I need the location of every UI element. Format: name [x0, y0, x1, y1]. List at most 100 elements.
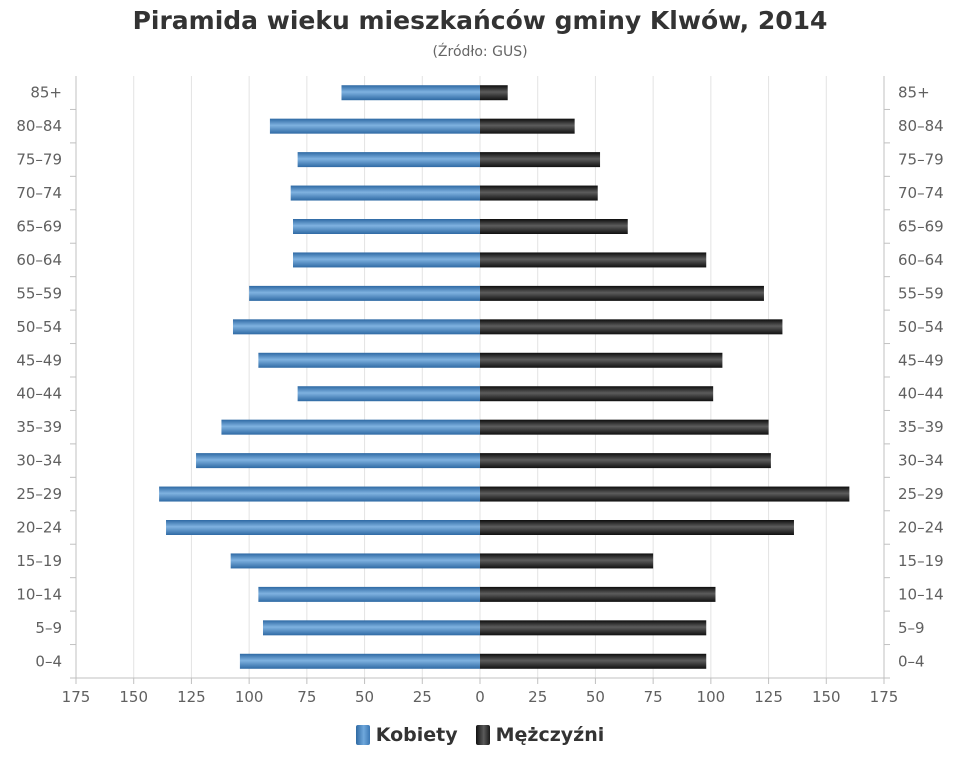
bar-mezczyzni[interactable]	[480, 553, 654, 569]
y-tick-label-left: 50–54	[16, 318, 62, 336]
bar-mezczyzni[interactable]	[480, 319, 783, 335]
y-tick-label-right: 85+	[898, 84, 930, 102]
y-tick-label-right: 45–49	[898, 351, 944, 369]
x-tick-label: 25	[413, 688, 432, 706]
bar-mezczyzni[interactable]	[480, 620, 707, 636]
y-tick-label-left: 25–29	[16, 485, 62, 503]
y-tick-label-left: 5–9	[35, 619, 62, 637]
y-tick-label-left: 30–34	[16, 452, 62, 470]
bar-mezczyzni[interactable]	[480, 219, 628, 234]
bar-kobiety[interactable]	[249, 285, 480, 301]
y-tick-label-left: 40–44	[16, 385, 62, 403]
y-tick-label-right: 20–24	[898, 519, 944, 537]
y-tick-label-right: 0–4	[898, 652, 925, 670]
bar-mezczyzni[interactable]	[480, 118, 575, 134]
bar-mezczyzni[interactable]	[480, 285, 764, 301]
x-tick-label: 125	[177, 688, 206, 706]
y-tick-label-left: 45–49	[16, 351, 62, 369]
y-tick-label-right: 80–84	[898, 117, 944, 135]
bar-mezczyzni[interactable]	[480, 520, 794, 535]
legend-item-kobiety[interactable]: Kobiety	[355, 724, 458, 746]
bar-kobiety[interactable]	[258, 586, 480, 602]
axis-layer	[70, 76, 890, 684]
bar-mezczyzni[interactable]	[480, 352, 723, 368]
bar-kobiety[interactable]	[221, 419, 480, 435]
x-tick-label: 100	[235, 688, 264, 706]
y-tick-label-left: 10–14	[16, 585, 62, 603]
x-tick-label: 50	[586, 688, 605, 706]
y-tick-label-left: 70–74	[16, 184, 62, 202]
x-tick-label: 0	[475, 688, 485, 706]
x-tick-label: 150	[119, 688, 148, 706]
y-tick-label-right: 15–19	[898, 552, 944, 570]
x-tick-label: 125	[754, 688, 783, 706]
y-tick-label-left: 0–4	[35, 652, 62, 670]
bar-mezczyzni[interactable]	[480, 252, 707, 268]
y-tick-label-left: 15–19	[16, 552, 62, 570]
bar-kobiety[interactable]	[262, 620, 480, 636]
x-tick-label: 175	[62, 688, 91, 706]
y-tick-label-right: 60–64	[898, 251, 944, 269]
bar-layer	[159, 85, 850, 669]
y-tick-label-right: 30–34	[898, 452, 944, 470]
bar-kobiety[interactable]	[239, 653, 480, 669]
y-tick-label-right: 40–44	[898, 385, 944, 403]
y-tick-label-right: 25–29	[898, 485, 944, 503]
bar-mezczyzni[interactable]	[480, 85, 508, 101]
bar-mezczyzni[interactable]	[480, 453, 771, 469]
bar-kobiety[interactable]	[232, 319, 480, 335]
bar-mezczyzni[interactable]	[480, 653, 707, 669]
legend-label-mezczyzni: Mężczyźni	[495, 724, 605, 746]
x-tick-label: 75	[644, 688, 663, 706]
y-tick-label-right: 75–79	[898, 151, 944, 169]
bar-kobiety[interactable]	[293, 252, 480, 268]
bar-kobiety[interactable]	[159, 486, 480, 502]
bar-kobiety[interactable]	[258, 352, 480, 368]
bar-kobiety[interactable]	[166, 520, 480, 535]
bar-kobiety[interactable]	[297, 386, 480, 402]
bar-mezczyzni[interactable]	[480, 386, 714, 402]
y-tick-label-left: 65–69	[16, 218, 62, 236]
legend-swatch-mezczyzni	[475, 725, 490, 745]
bar-mezczyzni[interactable]	[480, 586, 716, 602]
x-tick-label: 75	[297, 688, 316, 706]
x-tick-label: 25	[528, 688, 547, 706]
bar-mezczyzni[interactable]	[480, 185, 598, 201]
y-tick-label-left: 80–84	[16, 117, 62, 135]
y-tick-label-left: 75–79	[16, 151, 62, 169]
x-tick-label: 175	[870, 688, 899, 706]
legend-item-mezczyzni[interactable]: Mężczyźni	[475, 724, 605, 746]
y-tick-label-right: 35–39	[898, 418, 944, 436]
bar-mezczyzni[interactable]	[480, 419, 769, 435]
bar-kobiety[interactable]	[230, 553, 480, 569]
x-tick-label: 150	[812, 688, 841, 706]
y-tick-label-left: 55–59	[16, 284, 62, 302]
x-tick-label: 100	[697, 688, 726, 706]
bar-kobiety[interactable]	[290, 185, 480, 201]
chart-subtitle: (Źródło: GUS)	[432, 44, 528, 60]
legend-label-kobiety: Kobiety	[375, 724, 458, 746]
x-tick-label: 50	[355, 688, 374, 706]
y-tick-label-right: 5–9	[898, 619, 925, 637]
bar-kobiety[interactable]	[293, 219, 480, 234]
y-tick-label-right: 55–59	[898, 284, 944, 302]
chart-title: Piramida wieku mieszkańców gminy Klwów, …	[132, 6, 828, 35]
y-tick-label-right: 70–74	[898, 184, 944, 202]
y-tick-label-left: 35–39	[16, 418, 62, 436]
legend-swatch-kobiety	[355, 725, 370, 745]
bar-kobiety[interactable]	[297, 152, 480, 168]
bar-mezczyzni[interactable]	[480, 152, 601, 168]
y-tick-label-right: 65–69	[898, 218, 944, 236]
y-tick-label-right: 10–14	[898, 585, 944, 603]
y-tick-label-left: 20–24	[16, 519, 62, 537]
bar-kobiety[interactable]	[269, 118, 480, 134]
y-tick-label-left: 60–64	[16, 251, 62, 269]
bar-mezczyzni[interactable]	[480, 486, 850, 502]
bar-kobiety[interactable]	[341, 85, 480, 101]
label-layer: 175 150 125 100 75 50 25 0 25 50 75 100 125 150 175 85+…	[16, 84, 943, 706]
legend: Kobiety Mężczyźni	[0, 724, 960, 746]
bar-kobiety[interactable]	[196, 453, 480, 469]
y-tick-label-left: 85+	[30, 84, 62, 102]
